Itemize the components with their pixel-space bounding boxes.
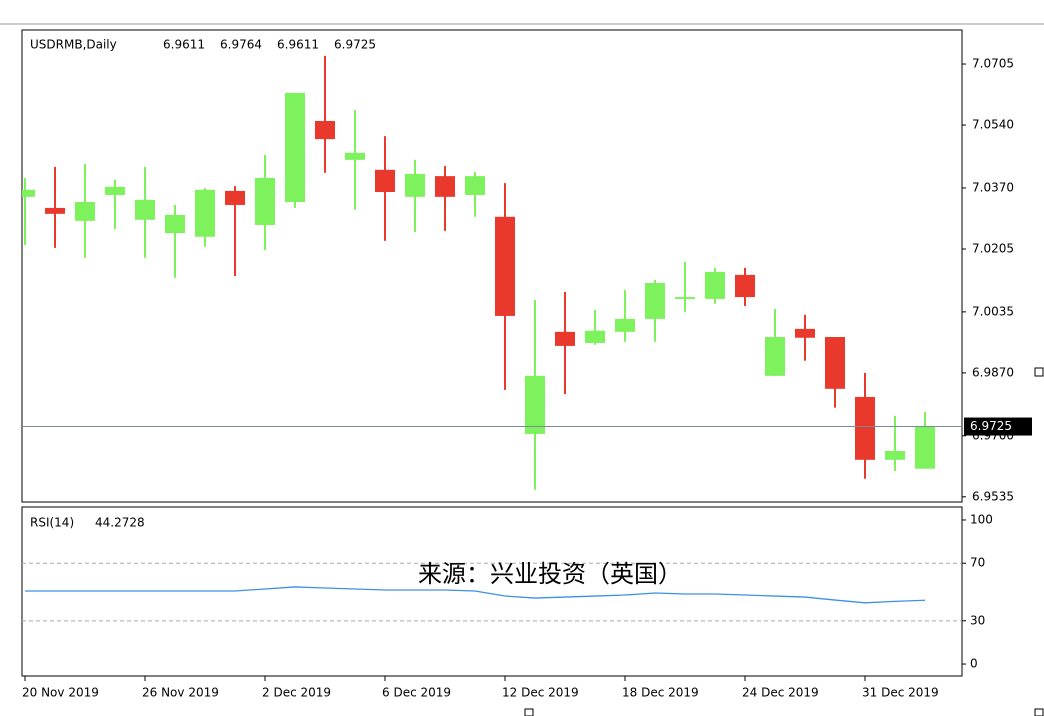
candle-body [855,396,875,460]
rsi-line [25,586,926,604]
candle-body [705,271,725,299]
candle-body [765,337,785,376]
y-tick-label: 7.0205 [972,241,1014,255]
candle-body [735,274,755,298]
x-tick-label: 12 Dec 2019 [502,686,579,700]
candle-body [195,189,215,237]
candle-body [255,177,275,225]
y-tick-label: 7.0540 [972,118,1014,132]
candle-body [525,375,545,434]
candle-body [165,214,185,234]
candle-body [375,169,395,193]
candle-body [675,297,695,300]
candle-body [105,186,125,195]
y-tick-label: 7.0705 [972,57,1014,71]
handle [524,708,534,716]
candle-body [795,328,815,338]
candle-body [495,216,515,316]
candle-body [885,450,905,460]
x-tick-label: 18 Dec 2019 [622,686,699,700]
candle-body [615,318,635,332]
y-tick-label: 6.9870 [972,365,1014,379]
candle-body [645,283,665,319]
chart-title: USDRMB,Daily [30,38,117,52]
x-tick-label: 20 Nov 2019 [22,686,99,700]
candle-body [75,202,95,221]
handle [1034,367,1044,377]
candle-body [915,426,935,469]
x-tick-label: 2 Dec 2019 [262,686,331,700]
x-tick-label: 26 Nov 2019 [142,686,219,700]
y-tick-label: 6.9535 [972,489,1014,503]
candle-body [22,189,35,197]
x-tick-label: 6 Dec 2019 [382,686,451,700]
candle-body [315,120,335,140]
y-tick-label: 30 [970,613,985,627]
ohlc-close: 6.9725 [334,38,376,52]
price-plot [22,55,962,490]
y-tick-label: 70 [970,556,985,570]
candle-body [555,331,575,346]
y-tick-label: 7.0035 [972,304,1014,318]
ohlc-low: 6.9611 [277,38,319,52]
rsi-last-value: 44.2728 [95,516,145,530]
price-panel [21,29,963,503]
last-price-label: 6.9725 [970,419,1012,433]
candle-body [435,176,455,197]
candle-body [225,190,245,205]
y-tick-label: 0 [970,657,978,671]
candle-body [45,207,65,214]
x-tick-label: 31 Dec 2019 [862,686,939,700]
candle-body [405,173,425,197]
y-tick-label: 100 [970,512,993,526]
candle-body [585,330,605,343]
candle-body [135,199,155,220]
candle-body [285,92,305,203]
candle-body [345,152,365,160]
candle-body [465,176,485,195]
handle [1034,708,1044,716]
candle-body [825,337,845,389]
last-price-box [964,417,1032,436]
watermark: 来源：兴业投资（英国） [418,560,682,588]
axes: 7.0705 7.0540 7.0370 7.0205 7.0035 6.9870 6.97… [22,57,1032,700]
ohlc-open: 6.9611 [163,38,205,52]
ohlc-high: 6.9764 [220,38,262,52]
rsi-title: RSI(14) [30,516,74,530]
rsi-plot [22,562,962,622]
x-tick-label: 24 Dec 2019 [742,686,819,700]
y-tick-label: 7.0370 [972,180,1014,194]
